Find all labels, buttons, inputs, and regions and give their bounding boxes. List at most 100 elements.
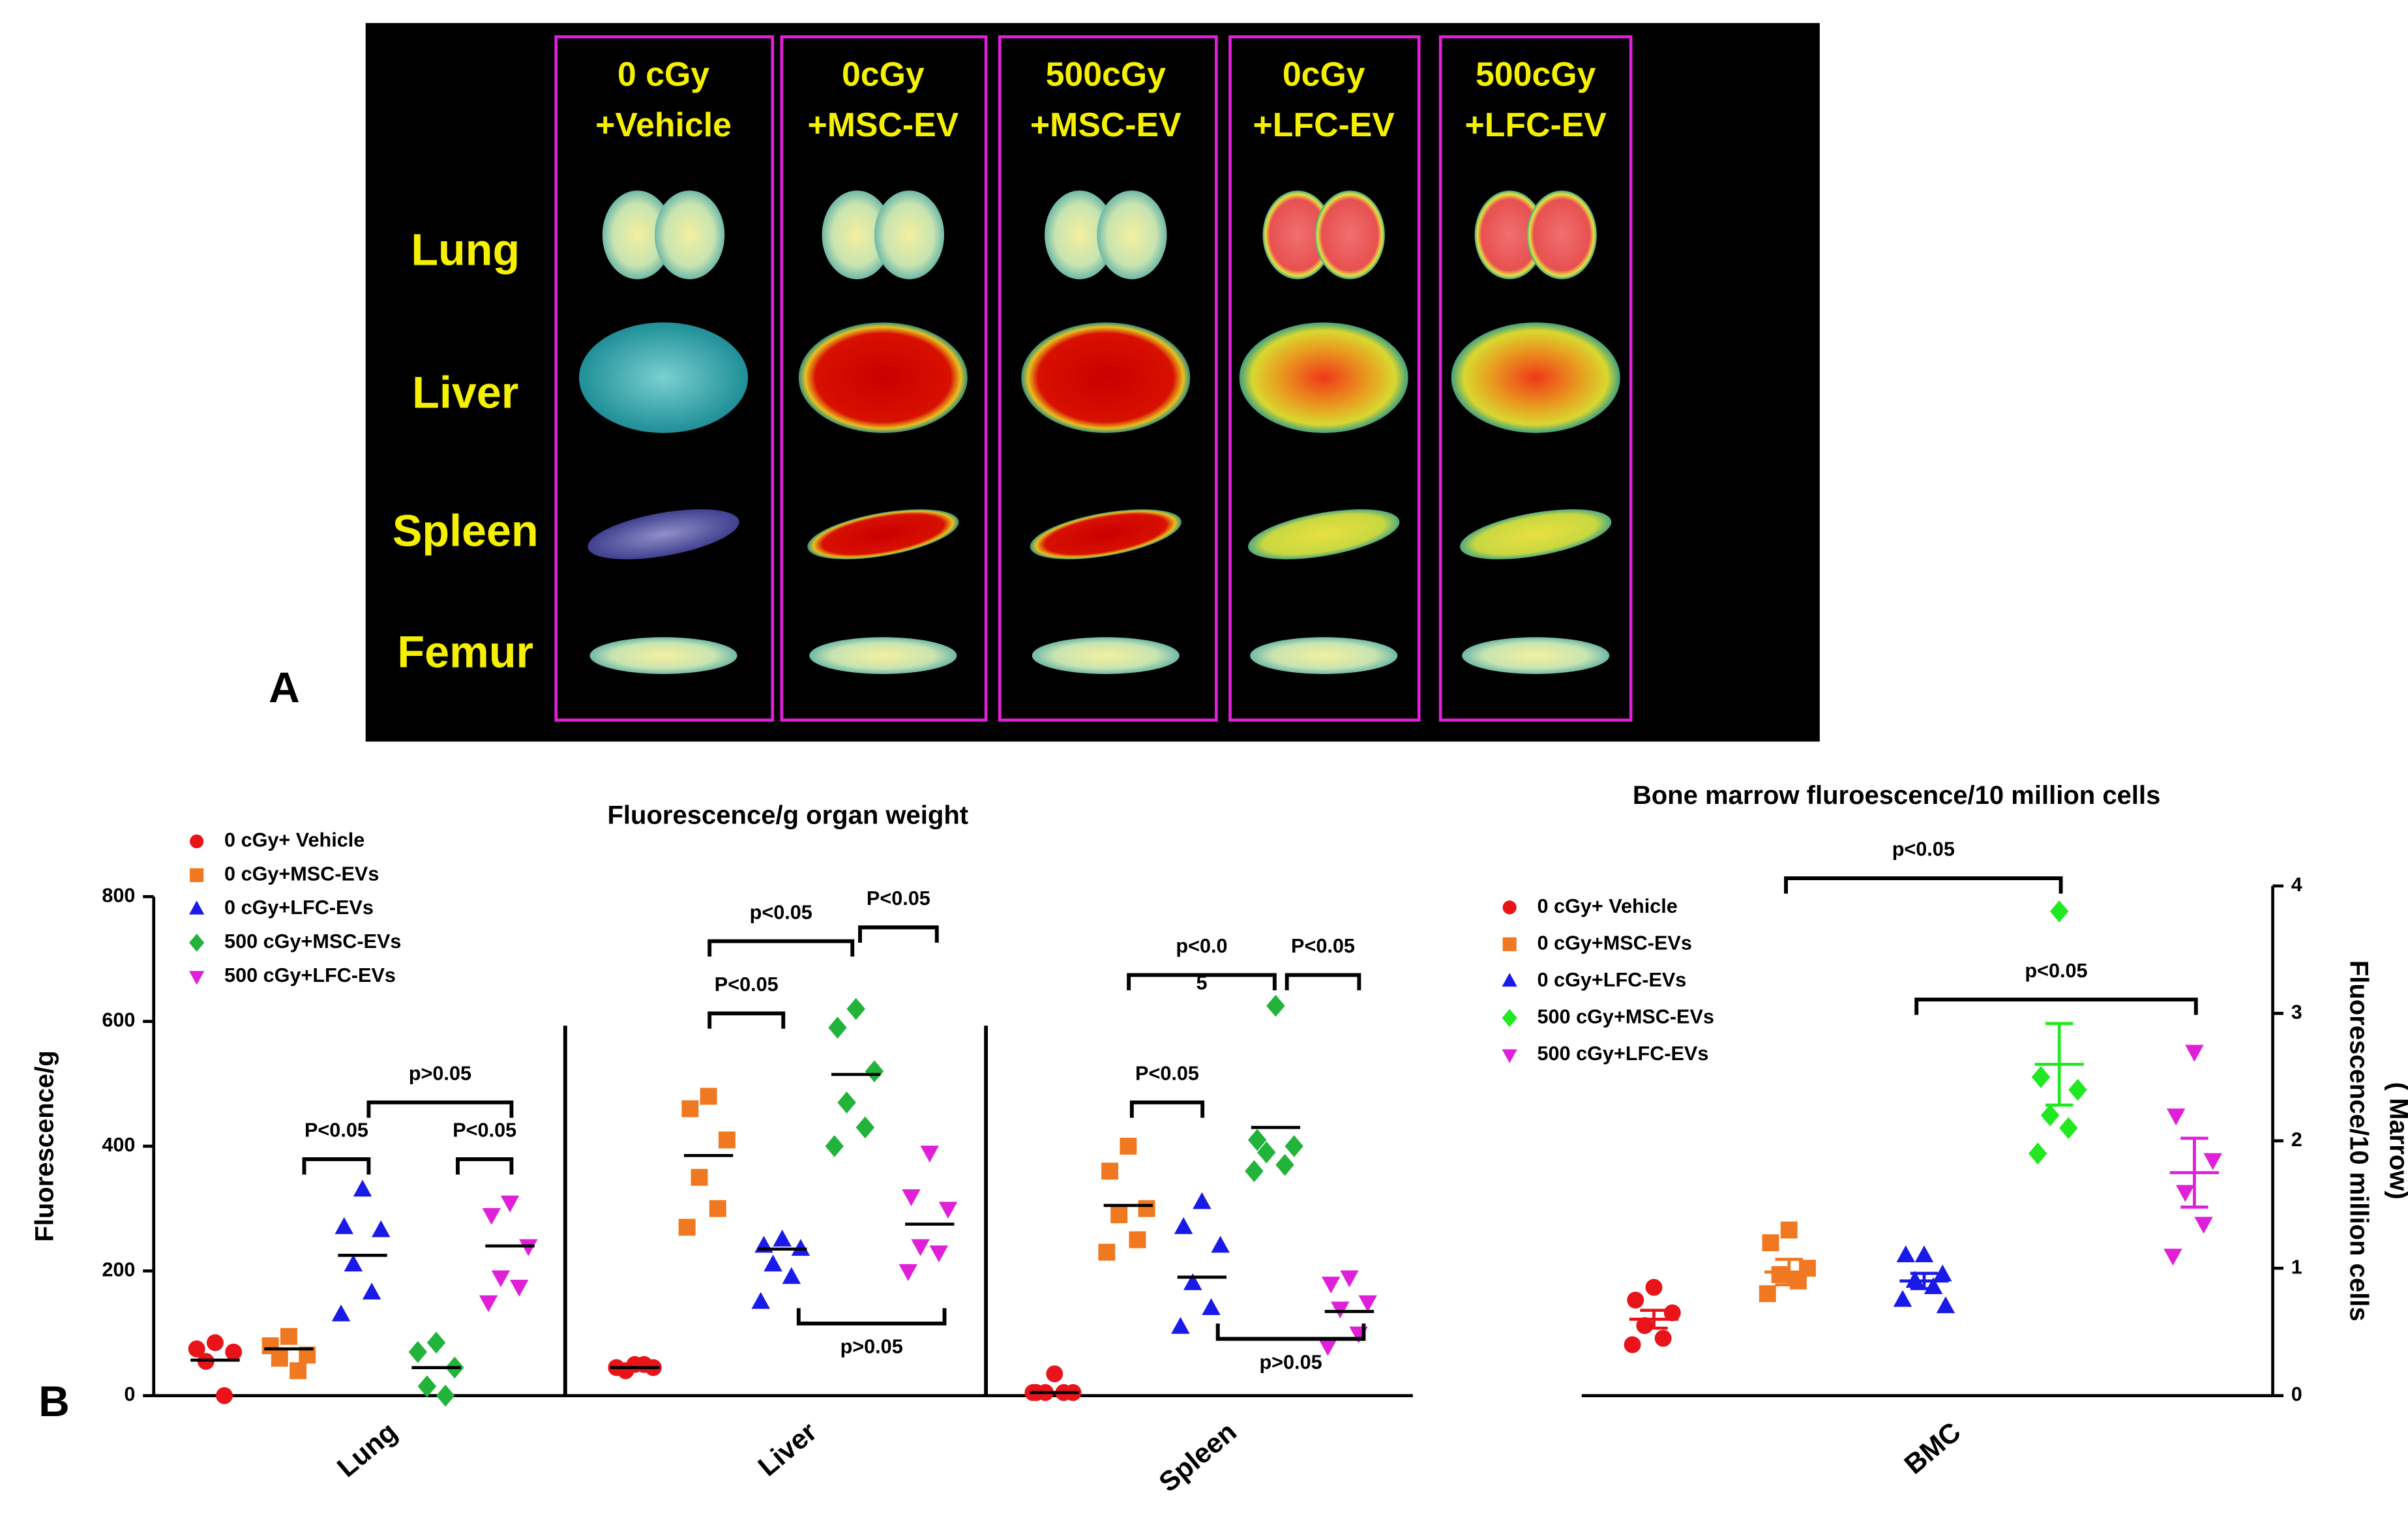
point <box>408 1340 428 1363</box>
legend-marker <box>1502 973 1517 987</box>
column-label: 500cGy <box>1046 55 1167 93</box>
point <box>1183 1273 1202 1290</box>
column-label: 0cGy <box>842 55 925 93</box>
point <box>691 1168 708 1186</box>
point <box>1110 1206 1128 1224</box>
legend-marker <box>189 971 205 985</box>
point <box>1193 1192 1211 1209</box>
point <box>1275 1153 1294 1176</box>
point <box>825 1135 844 1157</box>
organ <box>1315 190 1385 280</box>
annotation: p<0.05 <box>2025 960 2087 982</box>
point <box>491 1270 511 1288</box>
point <box>353 1179 372 1197</box>
point <box>681 1100 699 1118</box>
point <box>1893 1290 1912 1307</box>
annotation: P<0.05 <box>867 887 930 910</box>
significance-bracket <box>456 1157 514 1175</box>
point <box>2176 1185 2195 1202</box>
point <box>1936 1296 1955 1314</box>
organ <box>822 190 892 280</box>
point <box>1202 1298 1221 1316</box>
annotation: p<0.05 <box>1892 838 1955 861</box>
point <box>773 1229 792 1247</box>
point <box>2194 1217 2213 1234</box>
point <box>828 1016 847 1039</box>
column-boxes <box>554 35 1633 722</box>
point <box>1138 1200 1155 1217</box>
point <box>2059 1117 2078 1140</box>
row-label: Lung <box>411 226 520 275</box>
organ <box>798 322 968 434</box>
annotation: P<0.05 <box>453 1119 516 1142</box>
point <box>334 1217 353 1234</box>
organ <box>1045 190 1115 280</box>
column-label: +Vehicle <box>595 106 732 143</box>
point <box>635 1355 653 1373</box>
annotation: 5 <box>1196 972 1207 994</box>
significance-bracket <box>1285 973 1361 990</box>
x-tick-label: Lung <box>331 1416 403 1483</box>
point <box>1624 1336 1641 1354</box>
significance-bracket <box>302 1157 371 1175</box>
organ <box>602 190 673 280</box>
point <box>331 1304 351 1322</box>
organ <box>874 190 945 280</box>
y-tick-label: 4 <box>2291 874 2302 896</box>
legend-marker <box>189 900 205 915</box>
x-tick-label: BMC <box>1899 1416 1967 1480</box>
point <box>751 1292 770 1309</box>
point <box>1896 1245 1915 1262</box>
column-label: 0 cGy <box>617 55 709 93</box>
point <box>1762 1234 1779 1252</box>
point <box>1358 1295 1377 1312</box>
legend-marker <box>1502 1049 1517 1063</box>
significance-bracket <box>366 1100 514 1118</box>
y-tick-label: 800 <box>102 884 135 906</box>
point <box>1245 1160 1264 1183</box>
legend-label: 500 cGy+MSC-EVs <box>224 930 401 953</box>
annotation: p>0.05 <box>840 1336 903 1358</box>
point <box>1321 1277 1341 1294</box>
y-tick-label: 0 <box>2291 1384 2302 1406</box>
point <box>2166 1108 2186 1126</box>
organ <box>809 637 957 674</box>
significance-bracket <box>1784 876 2063 894</box>
organ <box>1097 190 1167 280</box>
organ <box>1460 509 1612 559</box>
column-label: +LFC-EV <box>1253 106 1395 143</box>
point <box>1211 1236 1230 1253</box>
point <box>216 1387 233 1404</box>
annotation: p<0.05 <box>750 901 812 923</box>
legend-marker <box>1502 1009 1517 1028</box>
y-tick-label: 600 <box>102 1009 135 1031</box>
organ <box>1462 637 1610 674</box>
organ <box>1032 637 1180 674</box>
column-label: +LFC-EV <box>1465 106 1607 143</box>
point <box>938 1202 958 1219</box>
point <box>225 1343 243 1361</box>
point <box>1905 1271 1925 1288</box>
point <box>1101 1162 1119 1180</box>
annotation: p<0.0 <box>1176 935 1227 957</box>
point <box>899 1264 918 1281</box>
x-tick-label: Liver <box>752 1416 823 1482</box>
organ <box>807 509 959 559</box>
legend-label: 500 cGy+MSC-EVs <box>1538 1005 1714 1028</box>
error-bar <box>1640 1309 1668 1330</box>
point <box>519 1239 538 1256</box>
panel-label: B <box>38 1377 70 1425</box>
error-bar <box>2180 1136 2208 1209</box>
point <box>709 1200 726 1217</box>
chart-title: Fluorescence/g organ weight <box>607 801 968 829</box>
organ-images <box>579 190 1620 674</box>
legend-label: 0 cGy+MSC-EVs <box>224 863 379 885</box>
legend-label: 0 cGy+LFC-EVs <box>224 896 374 919</box>
point <box>1663 1304 1681 1322</box>
point <box>1654 1329 1672 1347</box>
point <box>1636 1317 1654 1335</box>
annotation: P<0.05 <box>305 1119 368 1142</box>
column-box <box>998 35 1218 722</box>
point <box>479 1295 498 1312</box>
